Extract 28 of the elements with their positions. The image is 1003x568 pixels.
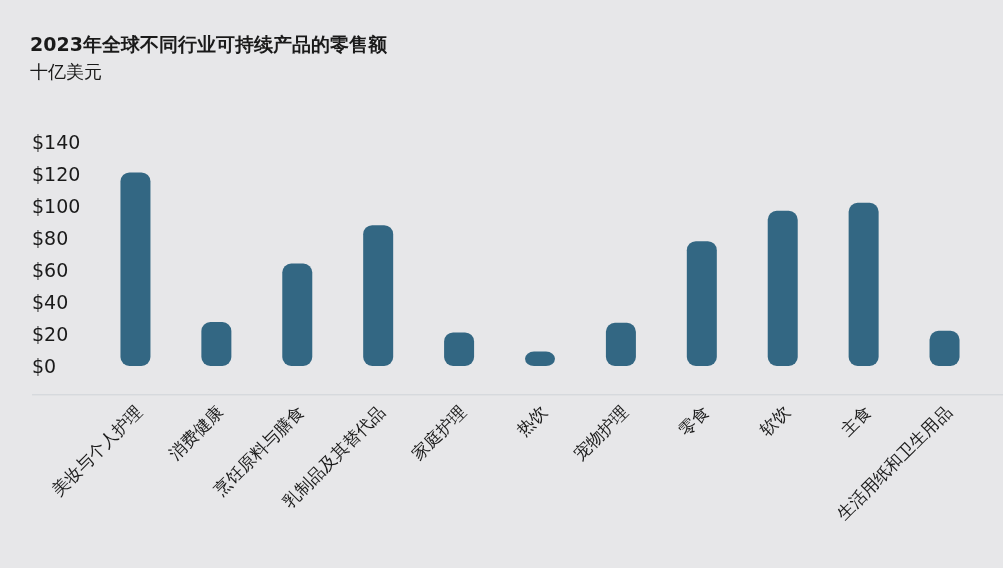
x-tick-label: 宠物护理: [569, 401, 632, 464]
bar: [605, 322, 636, 366]
y-tick-label: $140: [32, 131, 81, 153]
y-tick-label: $100: [32, 195, 81, 217]
bar: [363, 225, 394, 366]
x-tick-label: 零食: [674, 401, 713, 440]
chart-subtitle: 十亿美元: [30, 61, 102, 82]
x-tick-label: 主食: [836, 401, 875, 440]
y-tick-label: $40: [32, 291, 69, 313]
y-tick-label: $120: [32, 163, 81, 185]
bar: [929, 330, 960, 366]
bar: [686, 241, 717, 366]
y-tick-label: $60: [32, 259, 69, 281]
x-tick-label: 家庭护理: [407, 401, 470, 464]
bar: [767, 210, 798, 366]
x-tick-label: 热饮: [512, 401, 551, 440]
y-tick-label: $80: [32, 227, 69, 249]
x-tick-label: 美妆与个人护理: [48, 401, 147, 500]
y-tick-label: $20: [32, 323, 69, 345]
bar: [282, 263, 313, 366]
bar: [201, 322, 232, 366]
y-tick-label: $0: [32, 355, 57, 377]
x-tick-label: 软饮: [755, 401, 794, 440]
bar: [848, 202, 879, 366]
x-tick-label: 消费健康: [164, 401, 228, 464]
bar: [444, 332, 475, 366]
bar: [120, 172, 151, 366]
chart-title: 2023年全球不同行业可持续产品的零售额: [30, 33, 388, 55]
